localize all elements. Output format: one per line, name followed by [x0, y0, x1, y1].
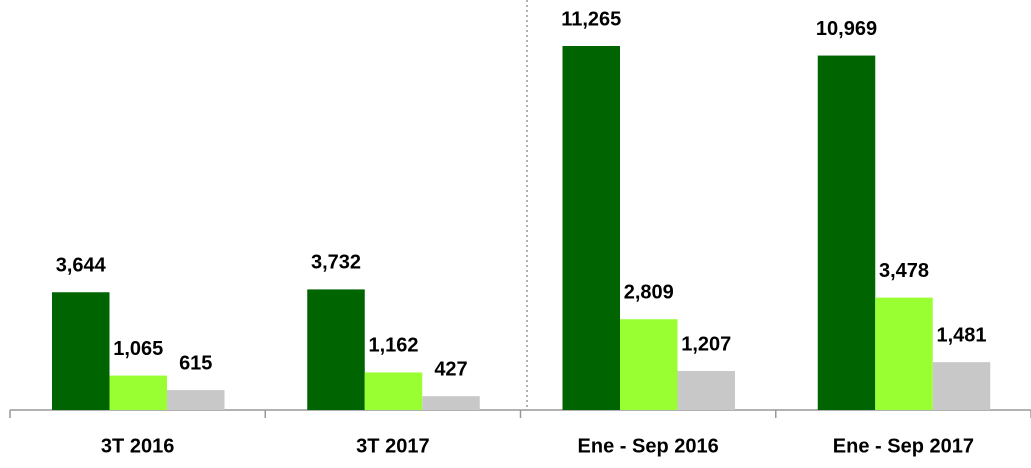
data-label: 1,481: [936, 324, 986, 346]
bar: [817, 55, 876, 411]
data-label: 10,969: [816, 18, 877, 40]
bar: [932, 362, 991, 410]
bar: [109, 375, 167, 410]
data-label: 1,065: [113, 338, 163, 360]
data-label: 427: [434, 358, 467, 380]
data-label: 1,162: [368, 335, 418, 357]
bar: [52, 292, 110, 410]
bar: [307, 289, 365, 410]
bar: [364, 372, 423, 410]
bar: [167, 390, 225, 410]
data-label: 3,732: [311, 252, 361, 274]
x-tick-label: 3T 2016: [101, 435, 174, 457]
data-label: 3,644: [56, 255, 107, 277]
data-label: 615: [179, 352, 212, 374]
data-label: 11,265: [561, 8, 621, 30]
data-label: 2,809: [624, 282, 674, 304]
bar: [677, 370, 735, 410]
data-label: 1,207: [681, 333, 731, 355]
data-label: 3,478: [879, 260, 929, 282]
x-tick-label: 3T 2017: [356, 435, 429, 457]
bar: [422, 396, 480, 410]
x-tick-label: Ene - Sep 2016: [578, 435, 719, 457]
x-tick-label: Ene - Sep 2017: [833, 435, 974, 457]
bar: [620, 319, 678, 410]
bar: [562, 46, 620, 410]
bar: [875, 297, 933, 410]
